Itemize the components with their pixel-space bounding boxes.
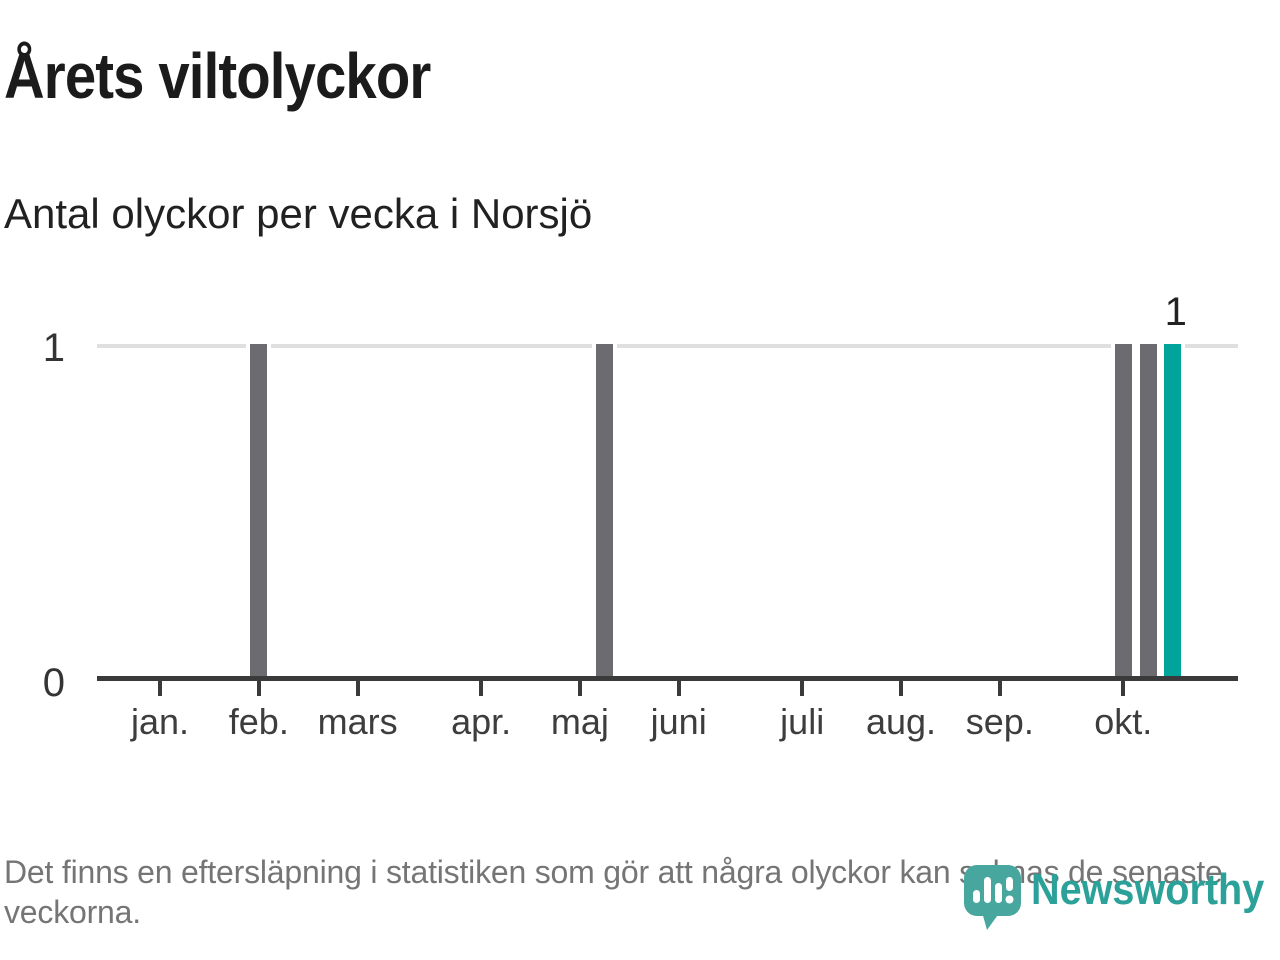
speech-bubble-bar-chart-icon	[961, 862, 1025, 937]
y-axis-tick-label-1: 1	[42, 326, 65, 370]
x-tick-aug	[899, 681, 903, 696]
x-axis-line	[97, 676, 1238, 681]
x-tick-mars	[355, 681, 360, 696]
x-tick-label-mars: mars	[317, 701, 398, 742]
x-tick-jan	[158, 681, 162, 696]
x-tick-label-apr: apr.	[451, 701, 512, 742]
x-tick-juli	[800, 681, 805, 696]
x-tick-label-jan: jan.	[130, 701, 190, 742]
x-tick-label-aug: aug.	[865, 701, 937, 742]
x-tick-label-sep: sep.	[965, 701, 1034, 742]
bar-week-5	[246, 344, 272, 678]
bar-week-42	[1160, 344, 1186, 678]
x-tick-feb	[256, 681, 261, 696]
x-tick-apr	[479, 681, 484, 696]
x-tick-label-maj: maj	[550, 701, 609, 742]
bar-week-41	[1135, 344, 1161, 678]
x-tick-maj	[577, 681, 582, 696]
x-tick-label-okt: okt.	[1094, 701, 1153, 742]
y-gridline-1	[97, 344, 1238, 348]
page-title: Årets viltolyckor	[4, 40, 431, 112]
bar-week-40	[1110, 344, 1136, 678]
x-tick-label-juni: juni	[650, 701, 707, 742]
x-tick-label-feb: feb.	[228, 701, 289, 742]
chart-subtitle: Antal olyckor per vecka i Norsjö	[4, 190, 593, 237]
newsworthy-logo: Newsworthy	[961, 862, 1280, 932]
x-tick-okt	[1121, 681, 1126, 696]
y-axis-tick-label-0: 0	[42, 661, 65, 705]
bar-week-19	[592, 344, 618, 678]
newsworthy-brand-text: Newsworthy	[1031, 865, 1265, 914]
x-tick-juni	[676, 681, 681, 696]
latest-week-value-label: 1	[1164, 290, 1187, 334]
x-tick-label-juli: juli	[780, 701, 825, 742]
x-tick-sep	[997, 681, 1002, 696]
